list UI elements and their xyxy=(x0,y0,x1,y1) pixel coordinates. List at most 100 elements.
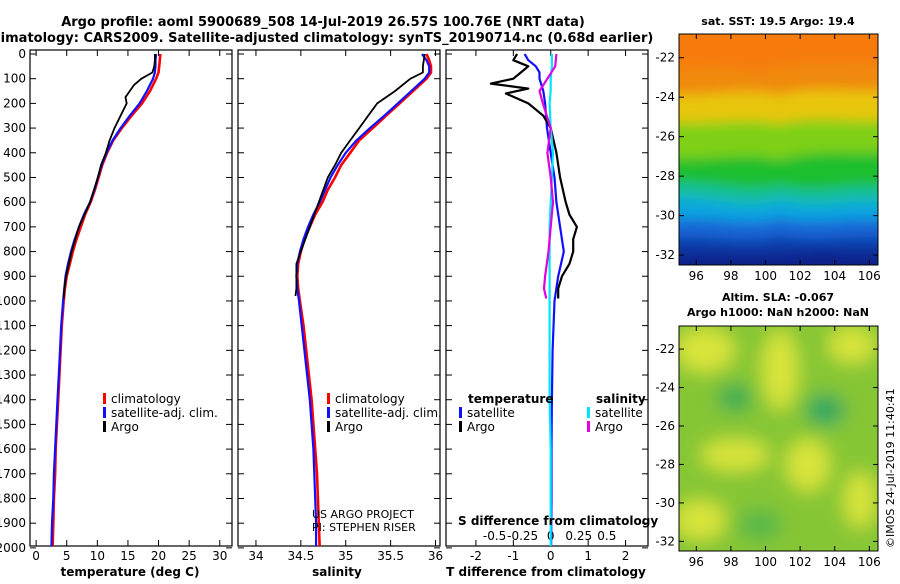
difference-panel: -0.5 -0.25 0 0.25 0.5-2 -1 0 1 2 xyxy=(470,50,629,563)
series-argo-line xyxy=(62,54,156,299)
sla-blob-7 xyxy=(844,472,876,528)
salinity-legend: climatology satellite-adj. clim. Argo US… xyxy=(312,392,442,534)
series-satellite-line xyxy=(295,53,431,546)
map-x-label: 104 xyxy=(823,555,846,569)
sla-blob-10 xyxy=(738,509,782,541)
map-x-label: 106 xyxy=(858,555,881,569)
depth-tick-label: 200 xyxy=(3,96,26,110)
x-tick-label: 25 xyxy=(182,549,197,563)
series-climatology-line xyxy=(51,53,162,546)
s-tick-label: 0.25 xyxy=(565,529,592,543)
sst-yellow-band xyxy=(679,90,878,126)
credit-pi: PI: STEPHEN RISER xyxy=(312,521,416,534)
map-x-label: 98 xyxy=(723,555,738,569)
map-y-label: -28 xyxy=(655,457,675,471)
map-x-label: 96 xyxy=(689,269,704,283)
sla-map-axes: 96 98 100 102 104 106 -22 -24 -26 -28 -30 -32 xyxy=(655,326,881,569)
depth-axis: 0 100 200 300 400 500 600 700 800 900 1000 1100 1200… xyxy=(0,47,648,555)
depth-tick-label: 1800 xyxy=(0,491,26,505)
sla-blob-5 xyxy=(786,439,830,491)
legend-argo-label: Argo xyxy=(335,420,363,434)
depth-tick-label: 500 xyxy=(3,170,26,184)
x-tick-label: 0 xyxy=(547,549,555,563)
sla-blob-4 xyxy=(701,439,769,471)
map-y-label: -26 xyxy=(655,130,675,144)
legend-argo-swatch xyxy=(103,421,106,432)
map-x-label: 102 xyxy=(789,555,812,569)
x-tick-label: 2 xyxy=(622,549,630,563)
legend-satellite-swatch xyxy=(327,407,330,418)
legend-satellite-label: satellite-adj. clim. xyxy=(335,406,442,420)
series-group xyxy=(50,53,162,546)
depth-tick-label: 1000 xyxy=(0,294,26,308)
depth-tick-label: 800 xyxy=(3,245,26,259)
legend-satellite-label: satellite-adj. clim. xyxy=(111,406,218,420)
x-tick-label: 20 xyxy=(151,549,166,563)
x-tick-label: 0 xyxy=(32,549,40,563)
map-x-label: 98 xyxy=(723,269,738,283)
series-satellite-line xyxy=(50,53,158,546)
depth-tick-label: 1900 xyxy=(0,516,26,530)
x-tick-label: 35 xyxy=(338,549,353,563)
map-x-label: 96 xyxy=(689,555,704,569)
x-tick-label: 35.5 xyxy=(377,549,404,563)
x-tick-label: 34 xyxy=(248,549,263,563)
depth-tick-label: 1700 xyxy=(0,467,26,481)
sst-map-field xyxy=(679,34,878,265)
imos-stamp: ©IMOS 24-Jul-2019 11:40:41 xyxy=(884,388,897,548)
x-tick-label: 1 xyxy=(584,549,592,563)
sst-map-frame xyxy=(678,33,879,266)
series-temp-satellite-line xyxy=(523,53,565,546)
series-climatology-line xyxy=(295,53,433,546)
s-tick-label: -0.25 xyxy=(507,529,538,543)
sla-blob-2 xyxy=(762,330,798,410)
sla-map-field xyxy=(679,326,878,551)
depth-tick-label: 300 xyxy=(3,121,26,135)
x-tick-label: 30 xyxy=(212,549,227,563)
salinity-panel: 34 34.5 35 35.5 36 xyxy=(248,50,443,563)
map-y-label: -22 xyxy=(655,51,675,65)
x-tick-label: 15 xyxy=(120,549,135,563)
legend-sal-satellite-swatch xyxy=(587,407,590,418)
legend-temperature-title: temperature xyxy=(468,392,553,406)
difference-panel-frame xyxy=(445,49,649,547)
legend-sal-satellite-label: satellite xyxy=(595,406,643,420)
legend-climatology-swatch xyxy=(103,393,106,404)
legend-temp-satellite-swatch xyxy=(459,407,462,418)
depth-tick-label: 700 xyxy=(3,220,26,234)
x-tick-label: 34.5 xyxy=(287,549,314,563)
s-tick-label: -0.5 xyxy=(483,529,506,543)
temperature-panel: 0 5 10 15 20 25 30 xyxy=(32,50,227,563)
x-tick-label: -2 xyxy=(470,549,482,563)
sst-navy xyxy=(679,250,878,265)
depth-tick-label: 1500 xyxy=(0,417,26,431)
series-sal-argo-line xyxy=(538,53,558,299)
map-y-label: -32 xyxy=(655,248,675,262)
series-group xyxy=(294,53,433,546)
map-x-label: 100 xyxy=(754,555,777,569)
legend-temp-argo-swatch xyxy=(459,421,462,432)
series-argo-line xyxy=(294,53,426,297)
map-y-label: -30 xyxy=(655,496,675,510)
legend-climatology-label: climatology xyxy=(335,392,405,406)
depth-tick-label: 1100 xyxy=(0,319,26,333)
depth-tick-label: 1200 xyxy=(0,343,26,357)
sla-blob-9 xyxy=(717,384,753,412)
map-y-label: -24 xyxy=(655,381,675,395)
sla-map-title-2: Argo h1000: NaN h2000: NaN xyxy=(687,306,869,319)
map-y-label: -24 xyxy=(655,90,675,104)
sla-blob-8 xyxy=(805,394,845,426)
map-y-label: -30 xyxy=(655,209,675,223)
map-y-label: -22 xyxy=(655,342,675,356)
salinity-panel-frame xyxy=(237,49,441,547)
legend-salinity-title: salinity xyxy=(596,392,646,406)
legend-sal-argo-swatch xyxy=(587,421,590,432)
depth-tick-label: 0 xyxy=(18,47,26,61)
title-line-2: Climatology: CARS2009. Satellite-adjuste… xyxy=(0,31,653,46)
salinity-xlabel: salinity xyxy=(312,565,362,579)
depth-tick-label: 900 xyxy=(3,269,26,283)
depth-tick-label: 1600 xyxy=(0,442,26,456)
sla-map-title-1: Altim. SLA: -0.067 xyxy=(722,291,834,304)
difference-legend: temperature satellite Argo salinity sate… xyxy=(458,392,658,528)
